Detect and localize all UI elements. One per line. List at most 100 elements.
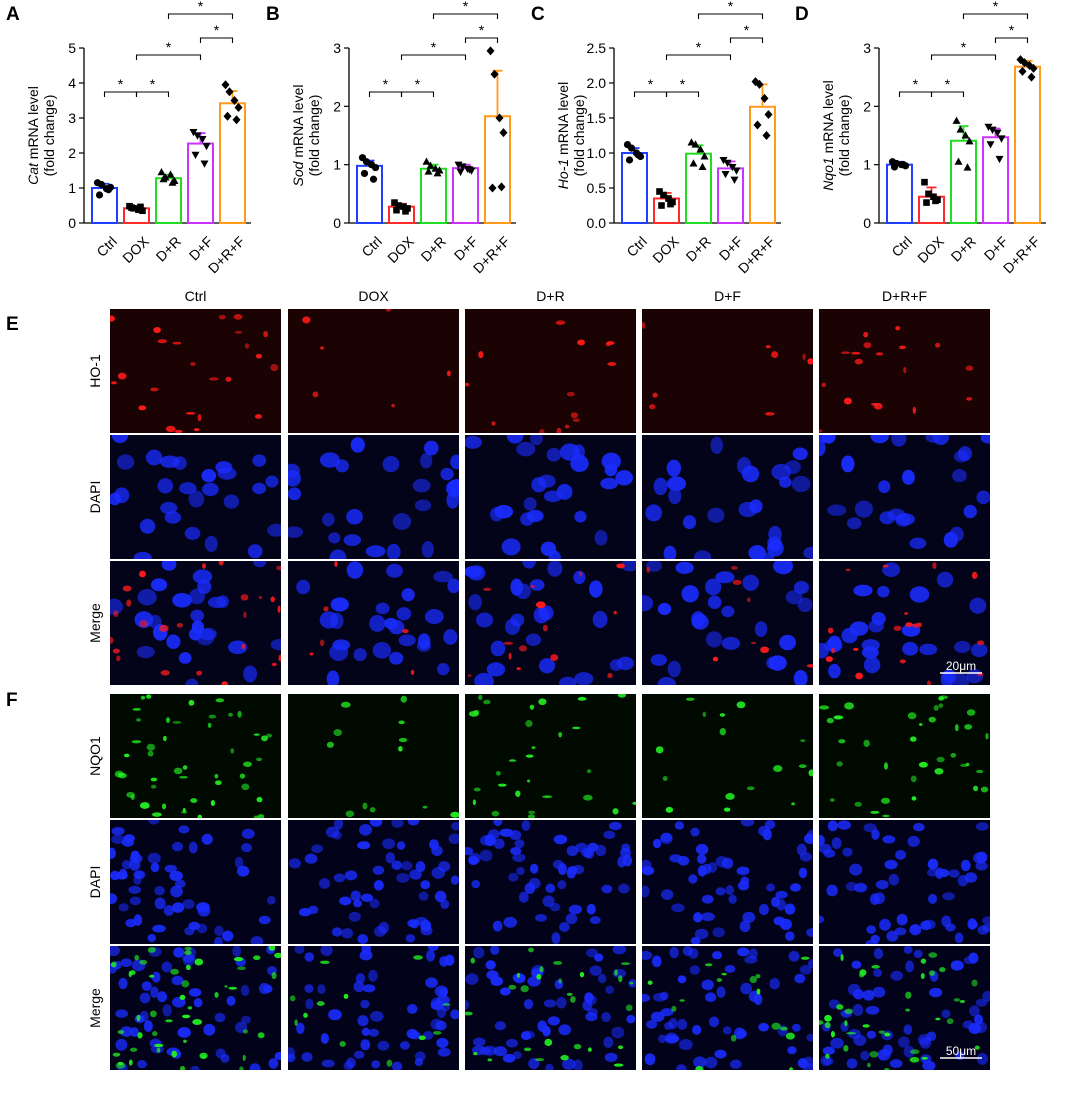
marker-signal: [244, 343, 250, 349]
y-tick-label: 2: [68, 145, 76, 161]
marker-signal: [478, 694, 483, 700]
nucleus: [849, 863, 863, 876]
data-point: [193, 132, 202, 140]
data-point: [128, 204, 135, 211]
marker-signal: [465, 1011, 473, 1016]
marker-signal: [154, 1043, 164, 1048]
marker-signal: [893, 625, 902, 631]
marker-signal: [938, 695, 949, 700]
marker-signal: [974, 1045, 980, 1050]
nucleus: [241, 1015, 251, 1024]
nucleus: [668, 1018, 678, 1030]
x-tick-label: DOX: [914, 233, 947, 266]
marker-signal: [173, 767, 183, 775]
marker-signal: [508, 759, 517, 762]
marker-signal: [789, 1067, 794, 1070]
nucleus: [382, 455, 400, 473]
marker-signal: [905, 991, 912, 999]
significance-marker: *: [214, 22, 220, 38]
marker-signal: [570, 996, 576, 1003]
nucleus: [201, 833, 213, 845]
nucleus: [882, 835, 896, 844]
data-point: [400, 203, 407, 210]
nucleus: [490, 640, 506, 657]
data-point: [764, 110, 773, 119]
marker-signal: [228, 712, 233, 717]
y-tick-label: 5: [68, 40, 76, 56]
nucleus: [110, 847, 116, 859]
nucleus: [831, 837, 842, 850]
nucleus: [909, 537, 927, 549]
nucleus: [854, 882, 868, 893]
nucleus: [152, 924, 166, 933]
nucleus: [846, 1058, 858, 1069]
marker-signal: [117, 1030, 125, 1035]
marker-signal: [869, 1051, 879, 1058]
column-label: D+F: [714, 288, 741, 304]
micrograph-tile: [465, 309, 636, 433]
nucleus: [852, 1003, 864, 1017]
marker-signal: [846, 1032, 857, 1035]
marker-signal: [912, 406, 917, 414]
marker-signal: [898, 345, 906, 350]
nucleus: [334, 820, 344, 830]
marker-signal: [527, 779, 531, 783]
marker-signal: [950, 752, 957, 758]
nucleus: [513, 973, 526, 984]
marker-signal: [467, 674, 472, 677]
nucleus: [473, 946, 485, 959]
nucleus: [163, 905, 175, 916]
nucleus: [483, 1045, 497, 1056]
nucleus: [701, 894, 714, 904]
data-point: [1020, 58, 1029, 68]
nucleus: [362, 984, 376, 993]
marker-signal: [150, 387, 159, 392]
nucleus: [620, 561, 636, 572]
marker-signal: [257, 1032, 265, 1039]
marker-signal: [899, 659, 906, 664]
marker-signal: [716, 978, 722, 982]
marker-signal: [746, 786, 755, 791]
marker-signal: [183, 1039, 187, 1043]
nucleus: [270, 638, 281, 651]
marker-signal: [566, 992, 573, 996]
marker-signal: [618, 1045, 624, 1050]
nucleus: [603, 1036, 614, 1048]
column-label: D+R+F: [882, 288, 927, 304]
nucleus: [644, 1053, 656, 1066]
marker-signal: [607, 362, 617, 366]
data-point: [665, 195, 672, 202]
marker-signal: [918, 723, 923, 726]
nucleus: [822, 1046, 835, 1055]
nucleus: [129, 896, 141, 906]
panel-letter: B: [266, 4, 280, 25]
nucleus: [982, 990, 990, 1002]
micrograph-tile: [819, 309, 990, 433]
significance-marker: *: [744, 22, 750, 38]
marker-signal: [182, 1014, 191, 1019]
y-tick-label: 0.5: [587, 180, 607, 196]
marker-signal: [573, 1044, 582, 1050]
nucleus: [704, 578, 722, 596]
marker-signal: [980, 786, 989, 793]
nucleus: [769, 977, 780, 990]
nucleus: [707, 507, 725, 523]
marker-signal: [534, 1058, 545, 1062]
marker-signal: [826, 717, 834, 724]
nucleus: [328, 1009, 342, 1021]
marker-signal: [613, 610, 617, 615]
nucleus: [377, 1040, 390, 1051]
nucleus: [837, 820, 851, 830]
nucleus: [331, 927, 343, 937]
nucleus: [594, 953, 604, 962]
nucleus: [711, 951, 723, 960]
y-tick-label: 3: [333, 40, 341, 56]
marker-signal: [747, 597, 751, 603]
marker-signal: [241, 643, 246, 650]
marker-signal: [323, 606, 329, 612]
marker-signal: [210, 799, 216, 807]
nucleus: [948, 869, 960, 878]
micrograph-background: [642, 309, 813, 433]
nucleus: [704, 1056, 718, 1069]
marker-signal: [333, 729, 342, 737]
